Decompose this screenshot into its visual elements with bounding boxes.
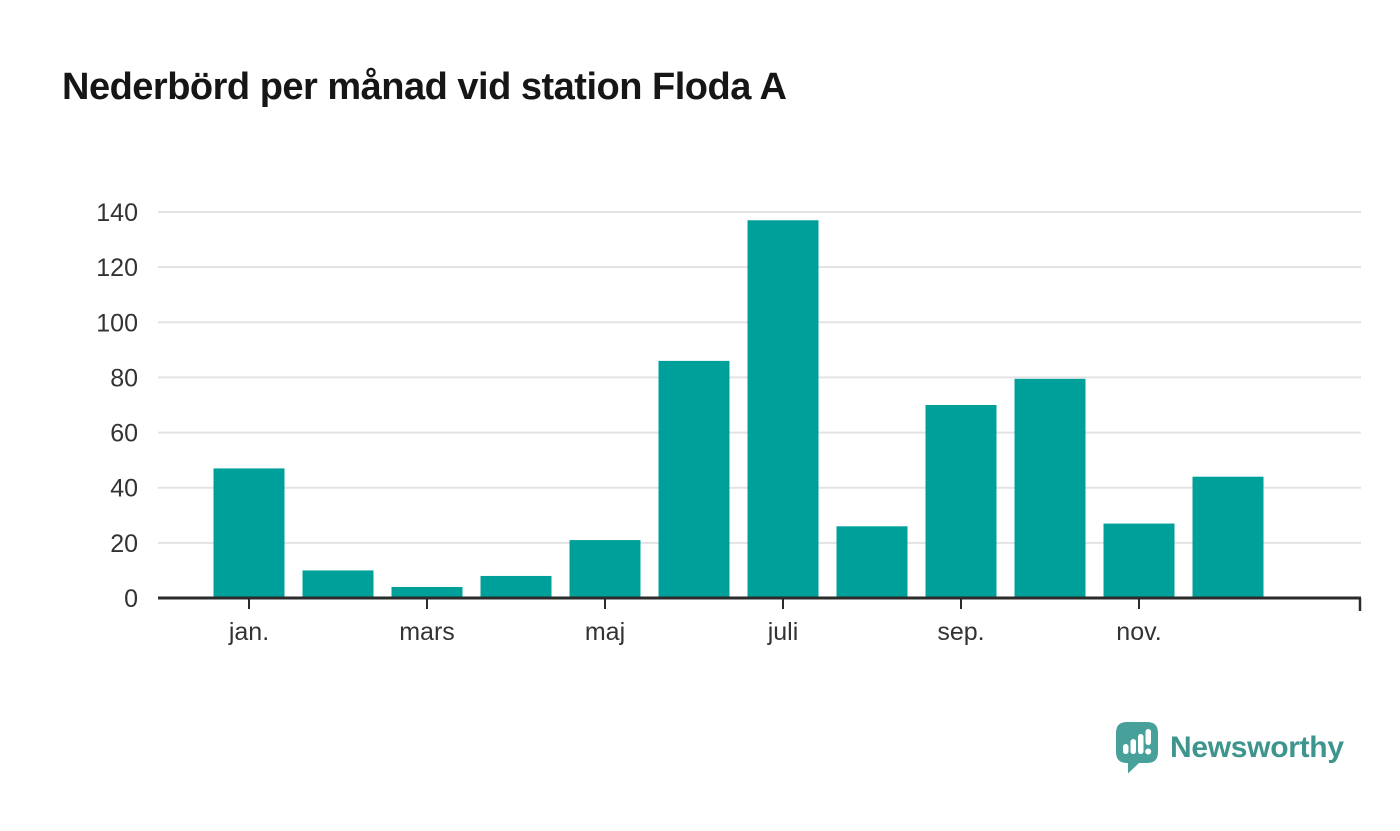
chart-title: Nederbörd per månad vid station Floda A bbox=[62, 66, 787, 108]
y-tick-label: 100 bbox=[96, 309, 138, 337]
bar bbox=[480, 575, 552, 598]
bar bbox=[1103, 523, 1175, 598]
newsworthy-bubble-barchart-icon bbox=[1115, 721, 1159, 774]
bar bbox=[302, 570, 374, 598]
x-tick-label: maj bbox=[585, 618, 625, 646]
y-tick-label: 40 bbox=[110, 475, 138, 503]
bar bbox=[925, 405, 997, 598]
x-tick-label: sep. bbox=[937, 618, 984, 646]
bar bbox=[658, 360, 730, 598]
bar bbox=[1192, 476, 1264, 598]
y-tick-label: 140 bbox=[96, 199, 138, 227]
newsworthy-logo: Newsworthy bbox=[1115, 721, 1344, 774]
y-tick-label: 0 bbox=[124, 585, 138, 613]
x-tick-label: nov. bbox=[1116, 618, 1161, 646]
y-tick-label: 80 bbox=[110, 364, 138, 392]
bar bbox=[1014, 378, 1086, 598]
newsworthy-logo-text: Newsworthy bbox=[1170, 730, 1344, 764]
y-tick-label: 60 bbox=[110, 420, 138, 448]
x-tick-label: mars bbox=[399, 618, 455, 646]
x-tick-label: jan. bbox=[228, 618, 269, 646]
bar bbox=[391, 586, 463, 598]
bar bbox=[213, 468, 285, 598]
x-tick-label: juli bbox=[767, 618, 799, 646]
bar bbox=[569, 540, 641, 598]
y-tick-label: 20 bbox=[110, 530, 138, 558]
y-tick-label: 120 bbox=[96, 254, 138, 282]
bar bbox=[836, 526, 908, 598]
bar bbox=[747, 220, 819, 598]
